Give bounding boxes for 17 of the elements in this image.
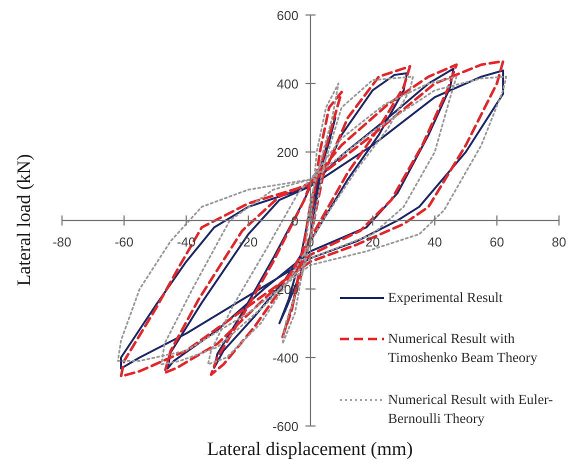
y-tick-label: 200 xyxy=(276,145,298,160)
x-tick-label: 60 xyxy=(490,234,504,250)
legend-label: Experimental Result xyxy=(388,291,503,306)
y-axis-title: Lateral load (kN) xyxy=(14,154,35,286)
x-axis-title: Lateral displacement (mm) xyxy=(207,439,413,460)
y-tick-label: -400 xyxy=(272,350,298,366)
legend-label: Numerical Result with Euler-Bernoulli Theory xyxy=(388,393,554,427)
x-tick-label: 40 xyxy=(428,234,442,250)
x-tick-label: 20 xyxy=(365,234,380,250)
x-tick-label: 80 xyxy=(552,234,566,250)
x-tick-label: -40 xyxy=(176,234,196,250)
y-tick-label: 400 xyxy=(276,76,298,92)
y-tick-label: -600 xyxy=(272,419,298,434)
y-tick-label: 600 xyxy=(276,8,298,23)
x-tick-label: -60 xyxy=(114,234,134,250)
x-tick-label: -80 xyxy=(52,234,72,250)
legend-label: Numerical Result with Timoshenko Beam Theory xyxy=(388,332,538,366)
